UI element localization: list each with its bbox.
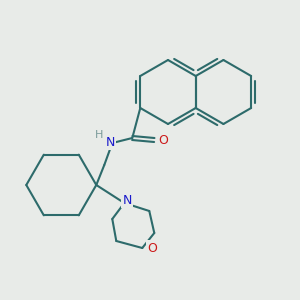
Text: N: N: [106, 136, 115, 148]
Text: O: O: [147, 242, 157, 254]
Text: O: O: [158, 134, 168, 146]
Text: N: N: [123, 194, 132, 206]
Text: H: H: [95, 130, 103, 140]
